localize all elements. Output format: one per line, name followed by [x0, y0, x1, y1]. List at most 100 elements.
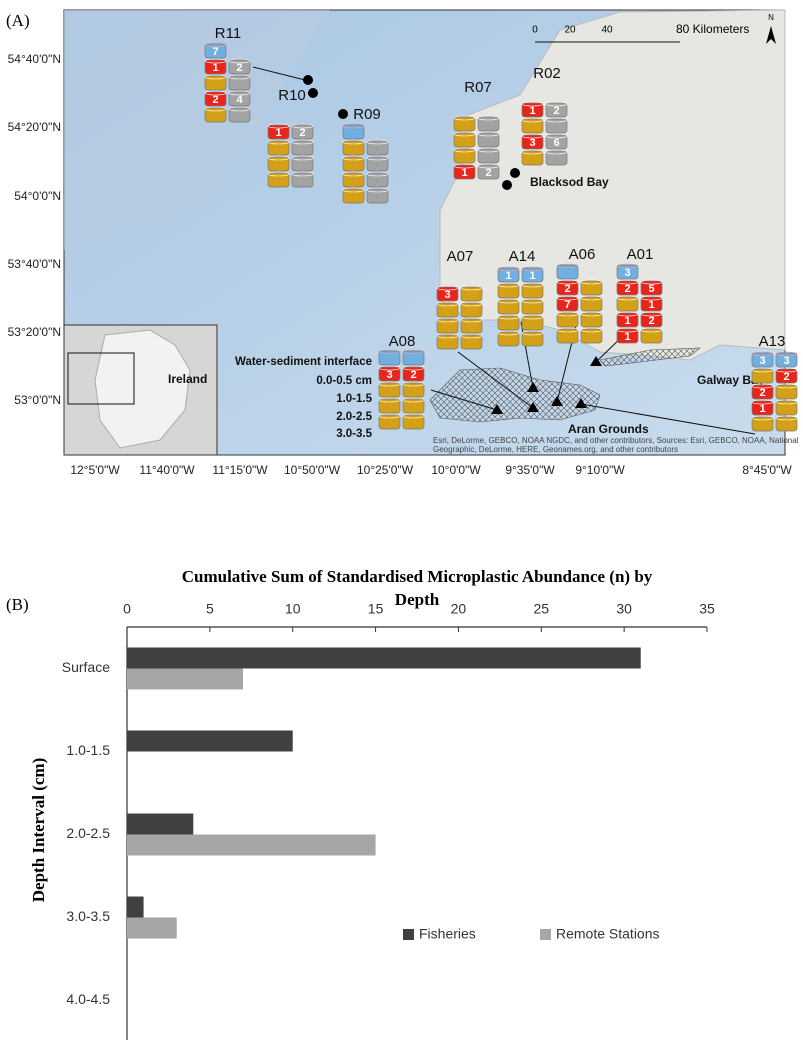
lon-label: 11°15'0"W [212, 463, 268, 477]
core-layer [478, 149, 499, 163]
core-layer [461, 335, 482, 349]
station-label: A01 [627, 246, 654, 263]
lon-label: 10°25'0"W [357, 463, 414, 477]
attribution: Esri, DeLorme, GEBCO, NOAA NGDC, and oth… [433, 436, 799, 445]
site-dot [338, 109, 348, 119]
core-layer [546, 151, 567, 165]
core-layer [498, 332, 519, 346]
core-count: 2 [236, 62, 242, 74]
core-layer [379, 351, 400, 365]
lon-label: 9°35'0"W [505, 463, 555, 477]
core-layer [478, 117, 499, 131]
core-layer [367, 157, 388, 171]
scale-label: 40 [601, 25, 613, 36]
legend-label: 2.0-2.5 [336, 411, 372, 423]
core-count: 2 [485, 167, 491, 179]
core-layer [478, 133, 499, 147]
core-layer [343, 125, 364, 139]
y-tick-label: 3.0-3.5 [66, 908, 110, 924]
core-count: 7 [212, 46, 218, 58]
lat-label: 54°20'0"N [8, 120, 61, 134]
core-layer [752, 369, 773, 383]
panel-label: (A) [6, 11, 30, 30]
core-count: 2 [299, 127, 305, 139]
map [64, 10, 785, 455]
lat-label: 53°0'0"N [14, 393, 61, 407]
core-count: 4 [236, 94, 243, 106]
station-label: A07 [447, 248, 474, 265]
place-label: Ireland [168, 372, 207, 386]
core-layer [403, 415, 424, 429]
station-label: A14 [509, 248, 536, 265]
core-count: 1 [759, 403, 765, 415]
core-layer [522, 284, 543, 298]
core-layer [454, 117, 475, 131]
core-layer [581, 297, 602, 311]
attribution: Geographic, DeLorme, HERE, Geonames.org,… [433, 445, 678, 454]
core-count: 2 [759, 387, 765, 399]
core-count: 3 [759, 355, 765, 367]
x-tick-label: 5 [206, 601, 214, 617]
core-layer [522, 119, 543, 133]
chart-title: Cumulative Sum of Standardised Microplas… [182, 567, 653, 609]
x-tick-label: 25 [533, 601, 549, 617]
x-tick-label: 30 [616, 601, 632, 617]
core-layer [546, 119, 567, 133]
legend-label: 0.0-0.5 cm [316, 375, 372, 387]
core-count: 1 [461, 167, 467, 179]
bar [127, 918, 177, 939]
y-tick-label: 4.0-4.5 [66, 991, 110, 1007]
station-label: R09 [353, 106, 381, 123]
core-count: 2 [624, 283, 630, 295]
lat-label: 54°40'0"N [8, 52, 61, 66]
legend-label: 3.0-3.5 [336, 428, 372, 440]
core-layer [343, 157, 364, 171]
core-count: 6 [553, 137, 559, 149]
core-layer [367, 173, 388, 187]
core-layer [437, 319, 458, 333]
y-axis-label: Depth Interval (cm) [29, 758, 48, 902]
core-layer [205, 76, 226, 90]
core-count: 1 [275, 127, 281, 139]
lon-label: 10°50'0"W [284, 463, 341, 477]
core-count: 1 [648, 299, 654, 311]
place-label: Blacksod Bay [530, 175, 609, 189]
core-layer [617, 297, 638, 311]
x-tick-label: 0 [123, 601, 131, 617]
lat-label: 54°0'0"N [14, 189, 61, 203]
core-count: 1 [529, 105, 535, 117]
core-count: 3 [783, 355, 789, 367]
core-layer [268, 141, 289, 155]
bar [127, 669, 243, 690]
core-layer [557, 265, 578, 279]
core-count: 2 [212, 94, 218, 106]
core-layer [581, 329, 602, 343]
core-count: 2 [783, 371, 789, 383]
legend-swatch [403, 929, 414, 940]
core-layer [268, 173, 289, 187]
core-layer [776, 385, 797, 399]
y-tick-label: 1.0-1.5 [66, 742, 110, 758]
figure: (A) 0 20 40 80 Kilometers N Blacksod Bay… [0, 0, 803, 1040]
core-layer [557, 329, 578, 343]
legend-label: Fisheries [419, 926, 476, 942]
core-count: 3 [624, 267, 630, 279]
x-tick-label: 35 [699, 601, 715, 617]
north-label: N [768, 13, 774, 22]
core-count: 1 [505, 270, 511, 282]
bar [127, 648, 641, 669]
core-count: 3 [529, 137, 535, 149]
station-label: R10 [278, 87, 306, 104]
core-layer [581, 313, 602, 327]
station-label: R11 [215, 25, 241, 42]
core-layer [343, 189, 364, 203]
core-layer [379, 415, 400, 429]
legend-title: Water-sediment interface [235, 356, 372, 368]
core-layer [581, 281, 602, 295]
core-count: 3 [444, 289, 450, 301]
lat-label: 53°20'0"N [8, 325, 61, 339]
core-layer [403, 399, 424, 413]
core-layer [343, 141, 364, 155]
core-layer [522, 300, 543, 314]
core-layer [292, 141, 313, 155]
